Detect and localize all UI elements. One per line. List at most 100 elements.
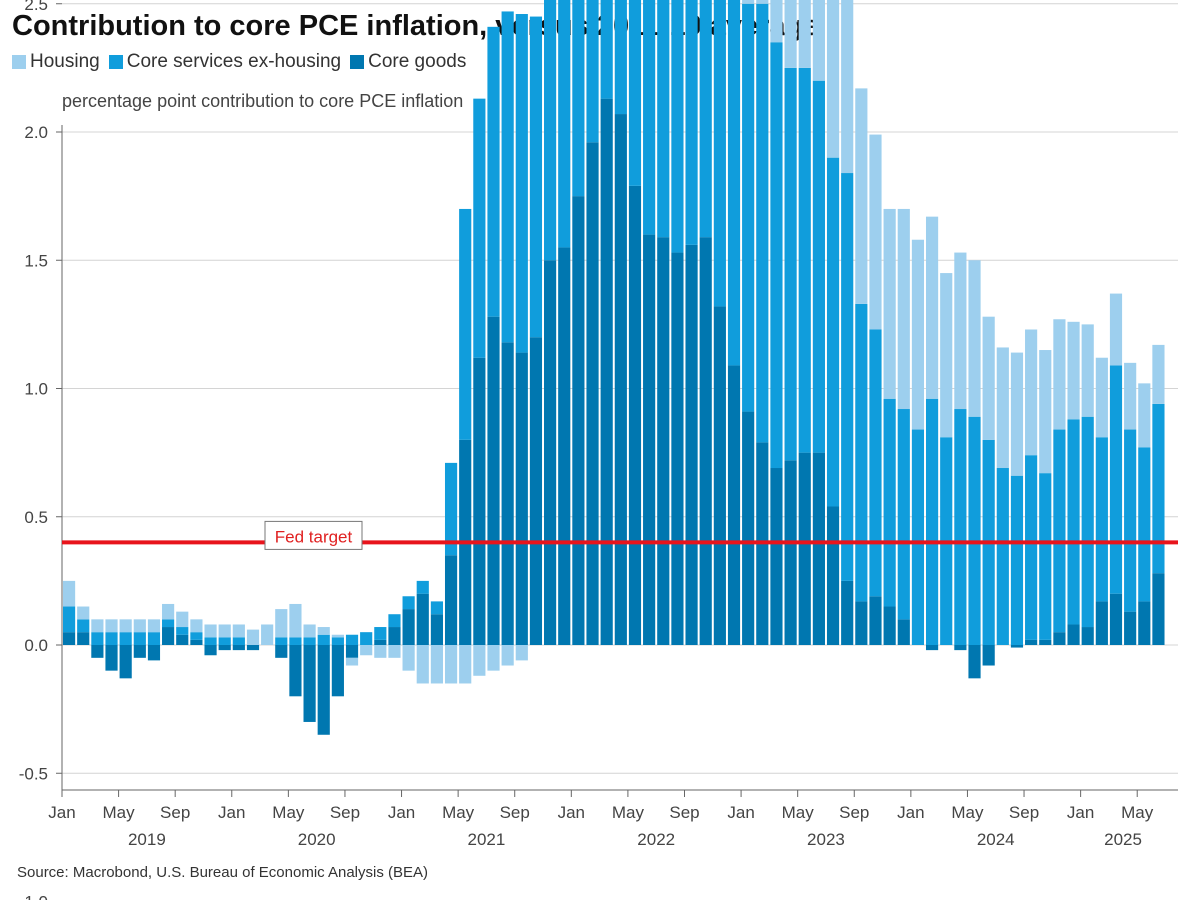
y-tick-label: -1.0 — [19, 893, 48, 900]
y-tick-label: 0.0 — [24, 636, 48, 655]
bar-core-goods — [515, 352, 528, 645]
bar-core-services-ex-housing — [91, 632, 104, 645]
bar-housing — [402, 645, 415, 671]
bar-core-services-ex-housing — [529, 16, 543, 338]
bar-core-services-ex-housing — [925, 398, 939, 645]
bar-housing — [798, 0, 811, 68]
bar-core-services-ex-housing — [1025, 455, 1038, 640]
bar-housing — [105, 619, 118, 633]
bar-core-services-ex-housing — [331, 637, 344, 645]
bar-core-services-ex-housing — [784, 67, 797, 461]
legend-swatch-housing — [12, 55, 26, 69]
bar-housing — [459, 645, 472, 684]
bar-housing — [162, 603, 175, 620]
x-tick-label: Jan — [1067, 803, 1094, 822]
bar-core-services-ex-housing — [430, 601, 443, 615]
bar-core-services-ex-housing — [1138, 447, 1151, 602]
bar-core-goods — [303, 645, 316, 722]
bar-core-goods — [147, 645, 161, 661]
x-tick-label: Sep — [839, 803, 869, 822]
bar-core-goods — [572, 196, 585, 646]
bar-housing — [416, 645, 429, 684]
bar-core-services-ex-housing — [444, 462, 458, 556]
bar-core-goods — [487, 316, 500, 645]
legend-swatch-core-goods — [350, 55, 365, 69]
bar-core-goods — [628, 185, 642, 645]
bar-core-services-ex-housing — [317, 634, 330, 645]
bar-housing — [261, 624, 274, 645]
x-year-label: 2021 — [468, 830, 506, 849]
bar-core-goods — [388, 627, 401, 645]
bar-core-goods — [1095, 601, 1108, 645]
bar-core-goods — [232, 645, 245, 651]
bar-core-services-ex-housing — [657, 0, 670, 238]
bar-housing — [374, 645, 387, 658]
bar-core-services-ex-housing — [515, 14, 528, 353]
bar-core-goods — [77, 632, 90, 645]
bar-core-services-ex-housing — [713, 0, 726, 307]
bar-housing — [246, 629, 260, 645]
bar-core-services-ex-housing — [133, 632, 146, 645]
bar-housing — [883, 208, 896, 399]
x-tick-label: May — [442, 803, 475, 822]
y-tick-label: 2.5 — [24, 0, 48, 14]
bar-core-services-ex-housing — [218, 637, 231, 645]
source-note: Source: Macrobond, U.S. Bureau of Econom… — [17, 864, 429, 881]
bar-core-services-ex-housing — [671, 0, 684, 253]
bar-housing — [1081, 324, 1094, 417]
bar-core-services-ex-housing — [544, 0, 557, 261]
bar-core-services-ex-housing — [572, 0, 585, 197]
bar-core-services-ex-housing — [1053, 429, 1066, 633]
x-tick-label: May — [272, 803, 305, 822]
bar-core-goods — [558, 247, 571, 645]
bar-core-goods — [473, 357, 486, 645]
bar-housing — [331, 634, 344, 638]
x-tick-label: Jan — [218, 803, 245, 822]
x-tick-label: Sep — [1009, 803, 1039, 822]
bar-housing — [954, 252, 967, 410]
bar-core-services-ex-housing — [275, 637, 288, 645]
legend-item-housing: Housing — [12, 51, 100, 73]
x-tick-label: May — [782, 803, 815, 822]
bar-core-services-ex-housing — [388, 614, 401, 628]
bar-housing — [91, 619, 104, 633]
bar-core-services-ex-housing — [643, 0, 656, 235]
bar-core-goods — [1039, 639, 1052, 645]
bar-core-goods — [1124, 611, 1137, 645]
bar-housing — [487, 645, 500, 671]
legend-swatch-core-services — [108, 55, 123, 69]
x-tick-label: May — [951, 803, 984, 822]
bar-core-services-ex-housing — [996, 468, 1009, 645]
bar-core-goods — [374, 639, 387, 645]
bar-housing — [996, 347, 1009, 469]
bar-core-services-ex-housing — [855, 303, 868, 602]
bar-core-services-ex-housing — [119, 632, 132, 645]
y-tick-label: 0.5 — [24, 508, 48, 527]
y-tick-label: 2.0 — [24, 123, 48, 142]
bar-core-services-ex-housing — [1010, 475, 1024, 645]
x-tick-label: Sep — [330, 803, 360, 822]
bar-core-services-ex-housing — [685, 0, 698, 245]
bar-core-goods — [586, 142, 599, 645]
bar-core-services-ex-housing — [162, 619, 175, 628]
bar-housing — [982, 316, 995, 440]
bar-core-goods — [1025, 639, 1038, 645]
bar-housing — [345, 657, 359, 666]
bar-housing — [119, 619, 132, 633]
bar-housing — [1124, 362, 1137, 430]
x-tick-label: May — [612, 803, 645, 822]
bar-core-goods — [897, 619, 910, 645]
bar-core-goods — [699, 237, 712, 645]
bar-core-services-ex-housing — [77, 619, 90, 633]
bar-core-services-ex-housing — [232, 637, 245, 645]
x-year-label: 2025 — [1104, 830, 1142, 849]
bar-housing — [430, 645, 443, 684]
bar-core-services-ex-housing — [204, 637, 217, 645]
bar-core-goods — [798, 452, 811, 646]
bar-housing — [756, 0, 769, 4]
bar-housing — [1138, 383, 1151, 448]
bar-core-services-ex-housing — [176, 627, 189, 635]
bar-core-goods — [289, 645, 302, 697]
bar-core-goods — [345, 645, 359, 658]
